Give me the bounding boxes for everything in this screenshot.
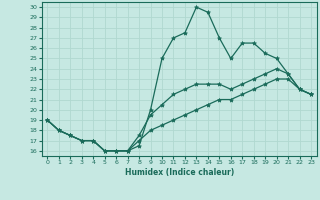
X-axis label: Humidex (Indice chaleur): Humidex (Indice chaleur) <box>124 168 234 177</box>
